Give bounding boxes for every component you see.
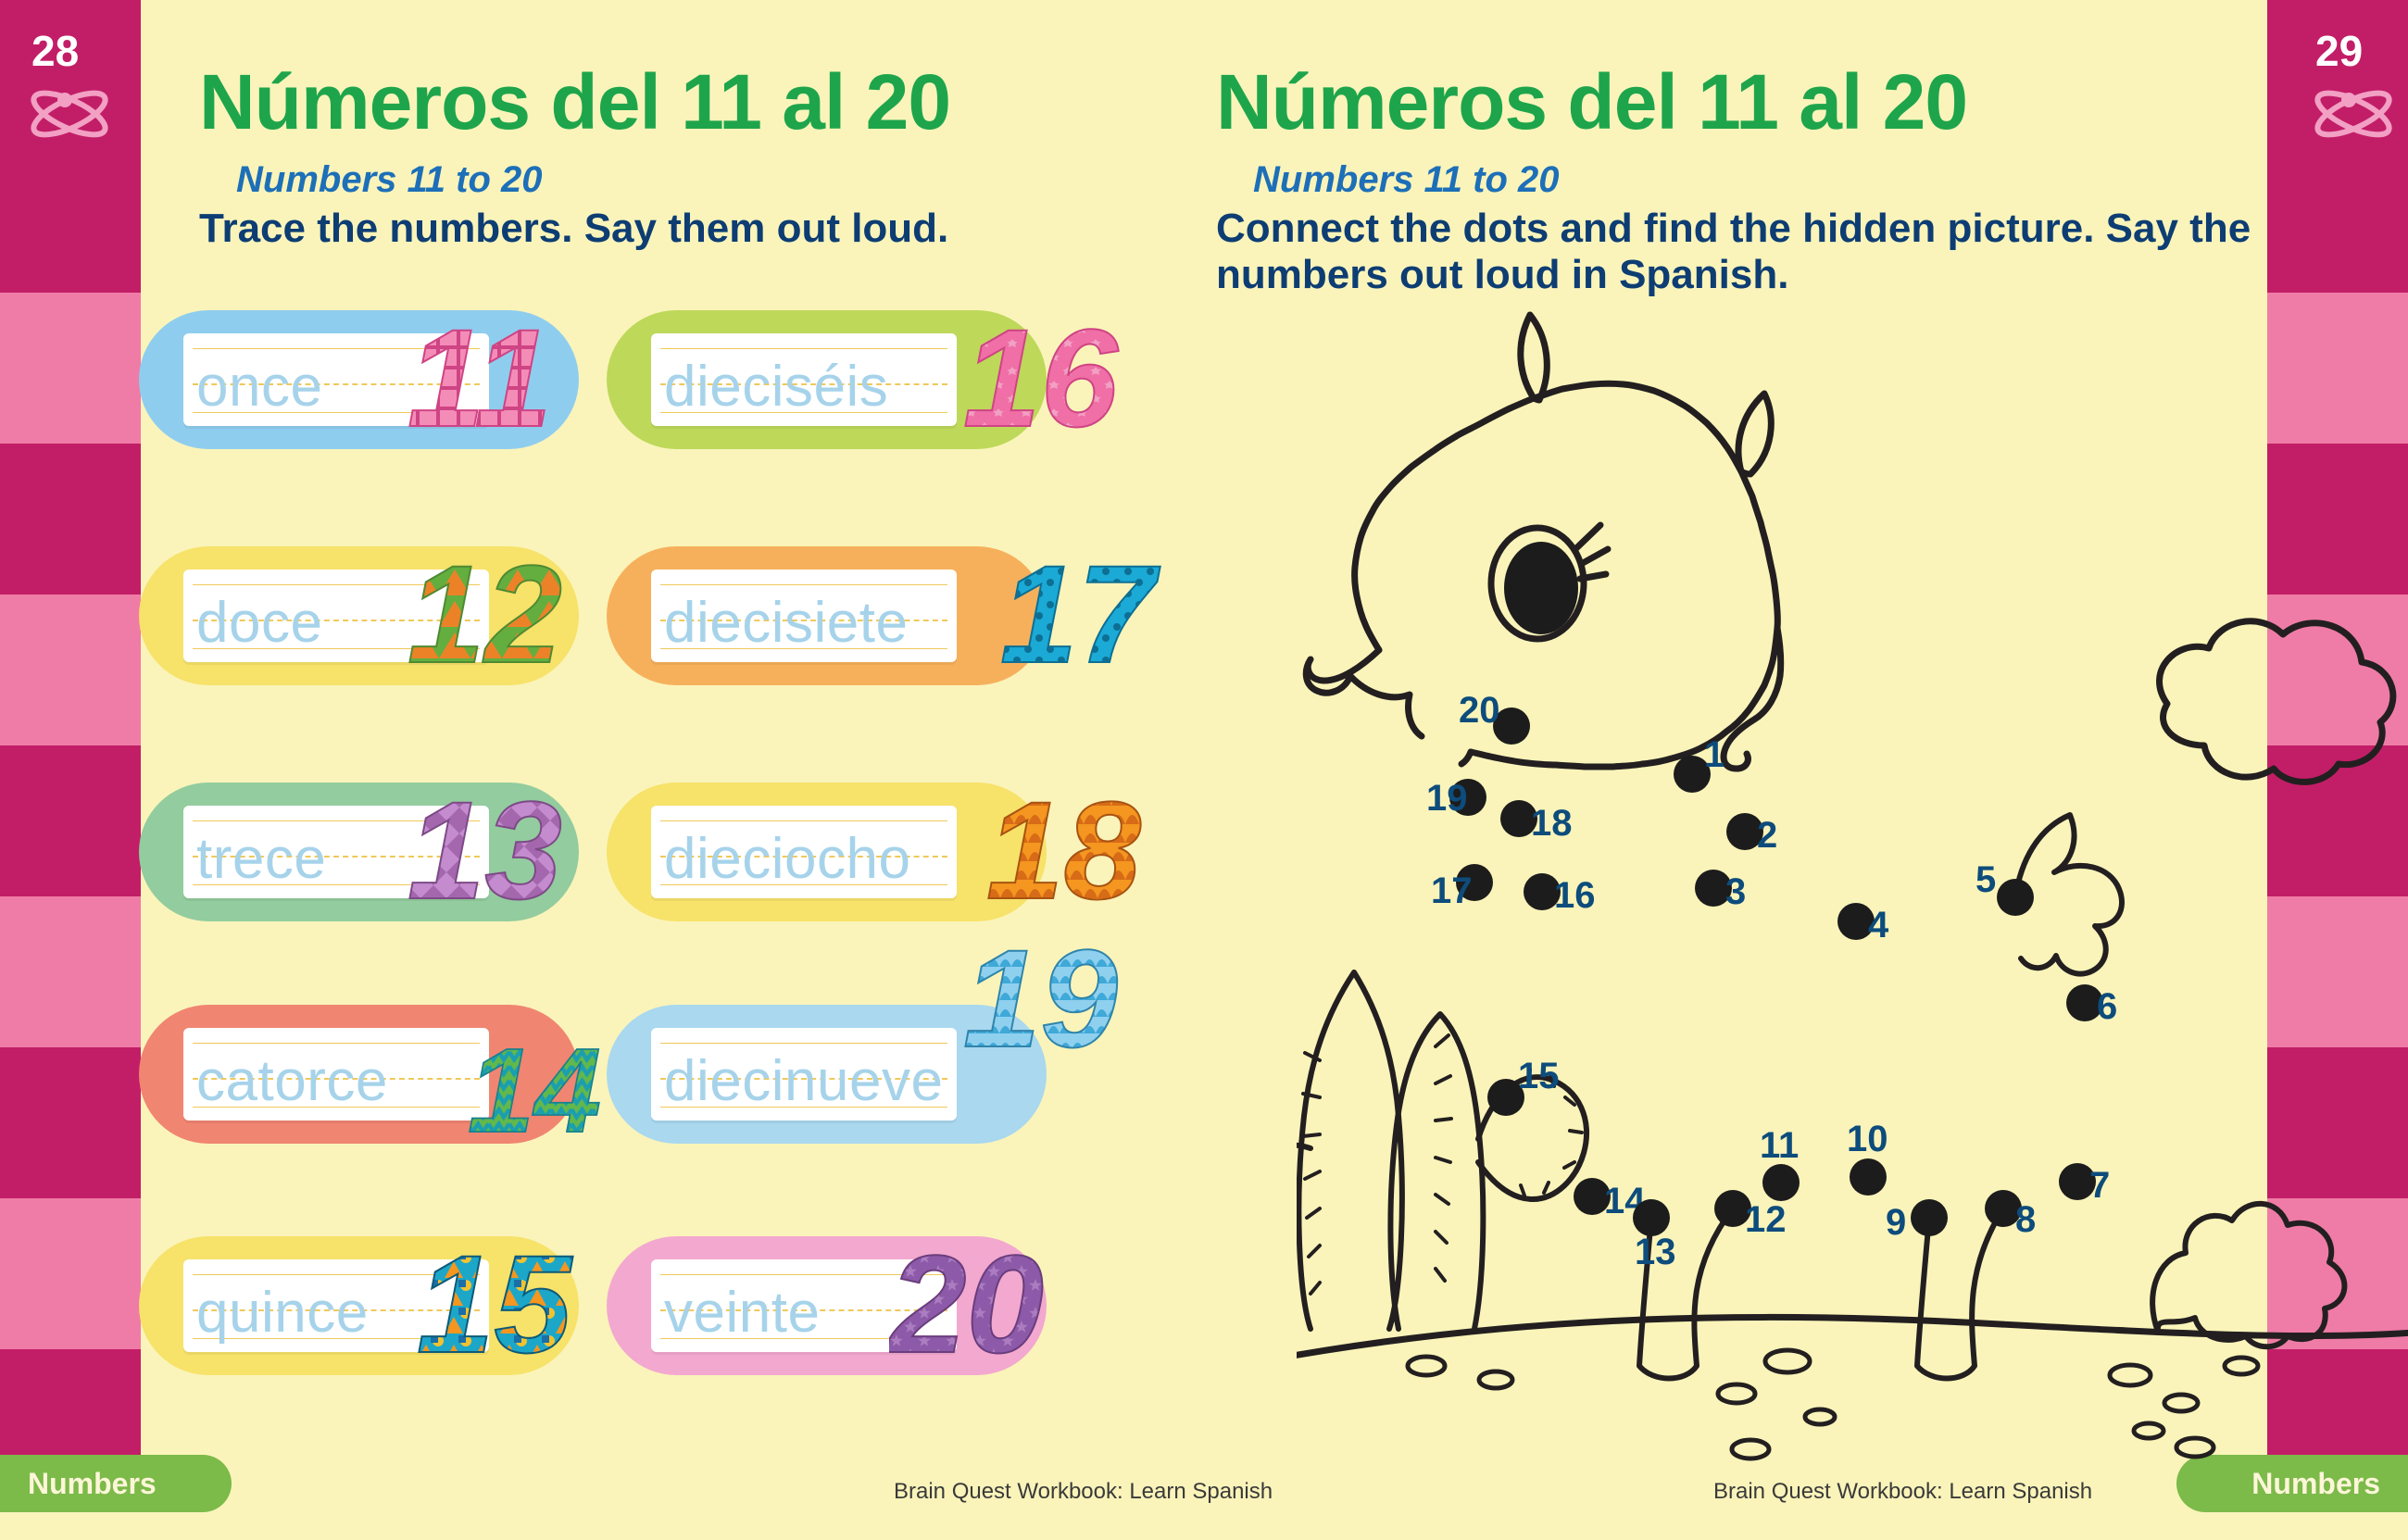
svg-text:20: 20	[1459, 690, 1500, 731]
svg-text:13: 13	[408, 772, 562, 921]
svg-text:15: 15	[1518, 1056, 1560, 1096]
svg-text:18: 18	[1531, 803, 1573, 844]
svg-text:1: 1	[1704, 734, 1724, 775]
svg-text:20: 20	[889, 1226, 1044, 1375]
svg-text:17: 17	[1431, 870, 1473, 911]
svg-text:8: 8	[2015, 1199, 2036, 1240]
svg-text:16: 16	[963, 300, 1119, 449]
svg-text:10: 10	[1847, 1119, 1888, 1159]
svg-text:9: 9	[1886, 1202, 1906, 1243]
svg-text:18: 18	[986, 772, 1141, 921]
svg-text:16: 16	[1554, 875, 1596, 916]
svg-text:6: 6	[2097, 986, 2117, 1027]
svg-text:7: 7	[2089, 1165, 2110, 1206]
svg-text:12: 12	[408, 536, 562, 685]
svg-text:2: 2	[1757, 815, 1777, 856]
svg-text:4: 4	[1868, 905, 1889, 945]
svg-text:19: 19	[1426, 778, 1468, 819]
svg-text:12: 12	[1745, 1199, 1787, 1240]
svg-text:11: 11	[1760, 1125, 1799, 1166]
svg-text:13: 13	[1635, 1232, 1676, 1272]
svg-text:5: 5	[1975, 859, 1996, 900]
svg-text:17: 17	[1000, 536, 1160, 685]
svg-text:14: 14	[468, 1024, 601, 1153]
svg-text:3: 3	[1725, 871, 1746, 912]
svg-text:11: 11	[408, 300, 552, 449]
svg-text:19: 19	[963, 920, 1118, 1070]
svg-text:15: 15	[417, 1226, 573, 1375]
